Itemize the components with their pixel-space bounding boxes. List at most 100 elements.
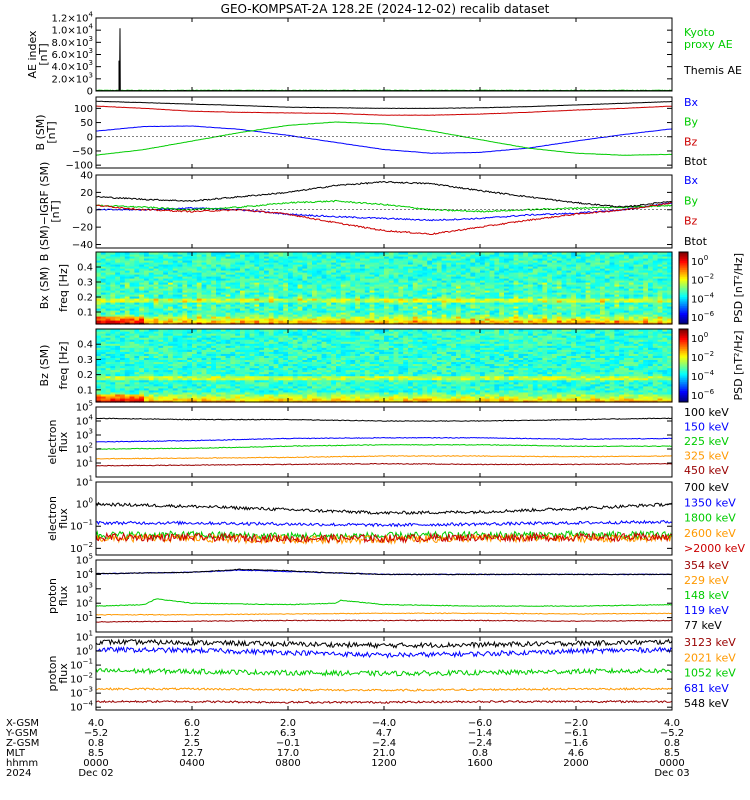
spectrogram-cell: [657, 258, 663, 261]
spectrogram-cell: [571, 296, 577, 299]
spectrogram-cell: [220, 318, 227, 321]
spectrogram-cell: [451, 274, 457, 277]
spectrogram-cell: [547, 268, 553, 271]
spectrogram-cell: [100, 385, 107, 389]
spectrogram-cell: [244, 260, 251, 263]
spectrogram-cell: [369, 284, 375, 287]
spectrogram-cell: [139, 290, 145, 293]
spectrogram-cell: [465, 256, 471, 259]
spectrogram-cell: [523, 266, 529, 269]
spectrogram-cell: [124, 322, 131, 325]
spectrogram-cell: [460, 318, 467, 321]
spectrogram-cell: [537, 266, 543, 269]
spectrogram-cell: [408, 296, 414, 299]
spectrogram-cell: [667, 264, 673, 267]
spectrogram-cell: [360, 256, 366, 259]
spectrogram-cell: [110, 318, 116, 321]
spectrogram-cell: [576, 286, 582, 289]
spectrogram-cell: [609, 294, 615, 297]
spectrogram-cell: [115, 399, 121, 403]
spectrogram-cell: [518, 282, 524, 285]
spectrogram-cell: [292, 258, 299, 261]
spectrogram-cell: [288, 304, 294, 307]
spectrogram-cell: [105, 371, 111, 375]
spectrogram-cell: [475, 312, 481, 315]
spectrogram-cell: [436, 314, 443, 317]
spectrogram-cell: [628, 320, 635, 323]
spectrogram-cell: [115, 365, 121, 369]
spectrogram-cell: [652, 282, 659, 285]
spectrogram-cell: [235, 316, 241, 319]
spectrogram-cell: [374, 300, 380, 303]
spectrogram-cell: [110, 357, 116, 361]
spectrogram-cell: [576, 284, 582, 287]
spectrogram-cell: [115, 341, 121, 344]
spectrogram-cell: [456, 302, 462, 305]
spectrogram-cell: [643, 302, 649, 305]
spectrogram-cell: [417, 318, 423, 321]
spectrogram-cell: [480, 278, 486, 281]
spectrogram-cell: [355, 306, 361, 309]
spectrogram-cell: [379, 278, 385, 281]
spectrogram-cell: [206, 296, 212, 299]
spectrogram-cell: [480, 256, 486, 259]
spectrogram-cell: [494, 262, 500, 265]
spectrogram-cell: [153, 349, 159, 352]
spectrogram-cell: [105, 333, 111, 336]
spectrogram-cell: [259, 264, 265, 267]
spectrogram-cell: [604, 300, 611, 303]
spectrogram-cell: [259, 284, 265, 287]
spectrogram-cell: [547, 294, 553, 297]
spectrogram-cell: [638, 252, 644, 255]
spectrogram-cell: [345, 258, 351, 261]
spectrogram-cell: [321, 300, 327, 303]
spectrogram-cell: [388, 272, 395, 275]
spectrogram-cell: [657, 294, 663, 297]
spectrogram-cell: [182, 290, 188, 293]
spectrogram-cell: [129, 260, 135, 263]
spectrogram-cell: [590, 310, 596, 313]
spectrogram-cell: [460, 312, 467, 315]
spectrogram-cell: [321, 254, 327, 257]
spectrogram-cell: [518, 262, 524, 265]
spectrogram-cell: [566, 270, 572, 273]
spectrogram-cell: [484, 268, 491, 271]
spectrogram-cell: [321, 274, 327, 277]
spectrogram-cell: [436, 272, 443, 275]
spectrogram-cell: [470, 294, 476, 297]
spectrogram-cell: [230, 310, 236, 313]
spectrogram-cell: [110, 373, 116, 377]
spectrogram-cell: [494, 270, 500, 273]
spectrogram-cell: [667, 256, 673, 259]
spectrogram-cell: [220, 260, 227, 263]
spectrogram-cell: [139, 322, 145, 325]
spectrogram-cell: [427, 258, 433, 261]
y-axis-label-main: Bx (SM): [38, 267, 51, 310]
colorbar-label: PSD [nT²/Hz]: [732, 253, 745, 323]
spectrogram-cell: [513, 272, 519, 275]
spectrogram-cell: [384, 318, 390, 321]
spectrogram-cell: [403, 310, 409, 313]
spectrogram-cell: [624, 318, 630, 321]
spectrogram-cell: [556, 290, 563, 293]
spectrogram-cell: [657, 304, 663, 307]
spectrogram-cell: [148, 290, 155, 293]
spectrogram-cell: [273, 290, 279, 293]
spectrogram-cell: [340, 294, 347, 297]
spectrogram-cell: [100, 280, 107, 283]
spectrogram-cell: [600, 286, 606, 289]
spectrogram-cell: [451, 276, 457, 279]
spectrogram-cell: [456, 300, 462, 303]
spectrogram-cell: [379, 302, 385, 305]
spectrogram-cell: [144, 266, 150, 269]
spectrogram-cell: [211, 296, 217, 299]
spectrogram-cell: [201, 300, 207, 303]
spectrogram-cell: [456, 292, 462, 295]
spectrogram-cell: [292, 292, 299, 295]
spectrogram-cell: [384, 310, 390, 313]
spectrogram-cell: [379, 256, 385, 259]
spectrogram-cell: [513, 320, 519, 323]
spectrogram-cell: [499, 290, 505, 293]
spectrogram-cell: [244, 262, 251, 265]
